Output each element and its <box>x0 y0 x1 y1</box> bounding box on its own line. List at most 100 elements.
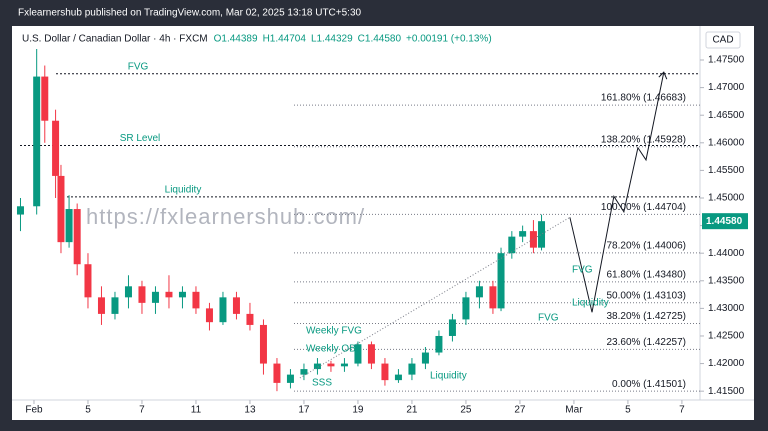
header: Fxlearnershub published on TradingView.c… <box>18 8 362 19</box>
candle-body <box>381 363 389 381</box>
y-tick-label: 1.44000 <box>708 248 745 259</box>
candle-body <box>57 175 65 243</box>
fib-label: 23.60% (1.42257) <box>606 337 686 348</box>
y-tick-label: 1.45000 <box>708 193 745 204</box>
candle-body <box>219 297 227 323</box>
candle-body <box>138 286 146 303</box>
x-tick-label: 5 <box>625 405 631 416</box>
y-tick-label: 1.43500 <box>708 275 745 286</box>
candle-body <box>327 363 335 367</box>
currency-box[interactable] <box>705 31 741 49</box>
candle-body <box>340 363 348 367</box>
ohlc-value: O1.44389 <box>214 34 258 45</box>
candle-body <box>497 253 505 309</box>
x-tick-label: 25 <box>460 405 472 416</box>
annotation: Liquidity <box>572 298 609 309</box>
candle-body <box>151 291 159 303</box>
candle-body <box>259 324 267 364</box>
candle-body <box>435 335 443 353</box>
candle-body <box>165 291 173 298</box>
x-tick-label: 5 <box>85 405 91 416</box>
currency[interactable]: CAD <box>712 35 733 46</box>
candle-body <box>367 344 375 364</box>
candle-body <box>300 369 308 375</box>
symbol-title: U.S. Dollar / Canadian Dollar · 4h · FXC… <box>22 34 208 45</box>
annotation: SSS <box>312 378 332 389</box>
candle-body <box>97 297 105 314</box>
annotation: Liquidity <box>430 371 467 382</box>
ohlc-value: C1.44580 <box>358 34 402 45</box>
candle-body <box>52 120 60 176</box>
fib-label: 138.20% (1.45928) <box>601 134 686 145</box>
y-tick-label: 1.47500 <box>708 55 745 66</box>
x-tick-label: 13 <box>244 405 256 416</box>
last-price-label: 1.44580 <box>706 216 743 227</box>
candle-body <box>232 297 240 314</box>
candle-body <box>408 363 416 375</box>
ohlc-value: +0.00191 (+0.13%) <box>406 34 492 45</box>
x-tick-label: 27 <box>514 405 526 416</box>
y-tick-label: 1.43000 <box>708 303 745 314</box>
fib-label: 0.00% (1.41501) <box>612 379 686 390</box>
annotation: Weekly OB <box>306 344 356 355</box>
watermark: https://fxlearnershub.com/ <box>86 204 365 229</box>
candle-body <box>508 236 516 254</box>
candle-body <box>538 221 546 248</box>
y-tick-label: 1.45500 <box>708 165 745 176</box>
candle-body <box>111 297 119 314</box>
x-tick-label: 17 <box>298 405 310 416</box>
fib-label: 61.80% (1.43480) <box>606 270 686 281</box>
candle-body <box>273 363 281 383</box>
candle-body <box>73 209 81 265</box>
candle-body <box>462 297 470 320</box>
annotation: FVG <box>538 313 559 324</box>
x-tick-label: 11 <box>191 405 202 416</box>
fib-label: 38.20% (1.42725) <box>606 311 686 322</box>
candle-body <box>65 209 73 243</box>
arrow-head <box>658 71 668 80</box>
trendline <box>299 216 571 379</box>
x-tick-label: 7 <box>679 405 685 416</box>
candle-body <box>529 231 537 248</box>
candle-body <box>421 352 429 364</box>
candle-body <box>246 313 254 325</box>
fib-label: 78.20% (1.44006) <box>606 240 686 251</box>
candle-body <box>489 286 497 309</box>
x-tick-label: Mar <box>565 405 583 416</box>
last-price-badge <box>702 213 748 230</box>
chart-background <box>12 26 754 420</box>
candle-body <box>394 374 402 381</box>
y-tick-label: 1.42500 <box>708 331 745 342</box>
candle-body <box>41 76 49 121</box>
x-tick-label: Feb <box>25 405 43 416</box>
candle-body <box>16 206 24 215</box>
candle-body <box>178 291 186 298</box>
candle-body <box>475 286 483 298</box>
y-tick-label: 1.46500 <box>708 110 745 121</box>
fib-label: 100.00% (1.44704) <box>601 202 686 213</box>
candle-body <box>124 286 132 298</box>
candle-body <box>286 374 294 383</box>
candle-body <box>519 231 527 237</box>
y-tick-label: 1.46000 <box>708 137 745 148</box>
candle-body <box>313 363 321 370</box>
candle-body <box>192 291 200 309</box>
candle-body <box>205 308 213 323</box>
candle-body <box>354 344 362 364</box>
candle-body <box>33 76 41 207</box>
y-tick-label: 1.47000 <box>708 82 745 93</box>
y-tick-label: 1.41500 <box>708 386 745 397</box>
fib-label: 161.80% (1.46683) <box>601 93 686 104</box>
level-label: Liquidity <box>165 185 202 196</box>
candle-body <box>448 319 456 336</box>
ohlc-value: H1.44704 <box>263 34 307 45</box>
level-label: SR Level <box>120 133 161 144</box>
x-tick-label: 21 <box>406 405 418 416</box>
annotation: Weekly FVG <box>306 326 362 337</box>
x-tick-label: 19 <box>352 405 364 416</box>
candle-body <box>84 264 92 298</box>
y-tick-label: 1.42000 <box>708 358 745 369</box>
x-tick-label: 7 <box>139 405 145 416</box>
